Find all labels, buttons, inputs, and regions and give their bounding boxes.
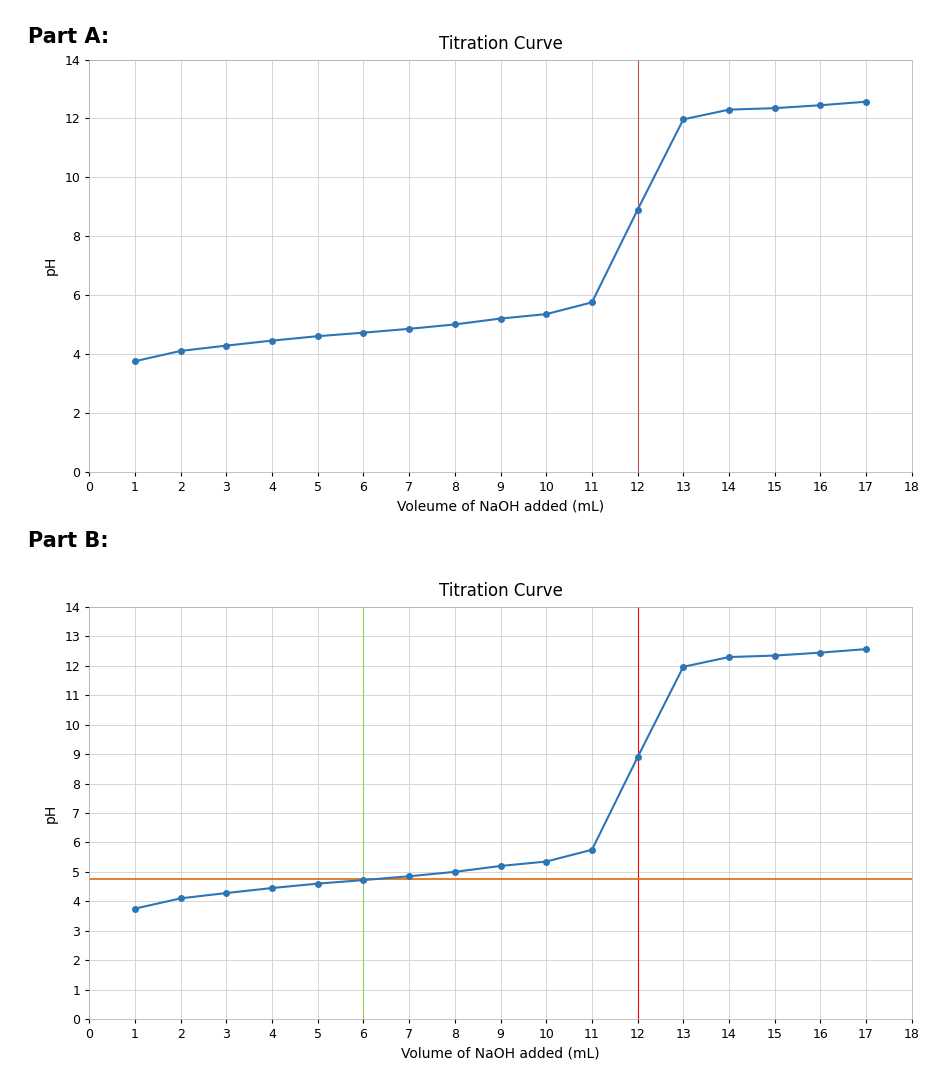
X-axis label: Voleume of NaOH added (mL): Voleume of NaOH added (mL)	[397, 499, 604, 513]
Title: Titration Curve: Titration Curve	[439, 35, 562, 52]
Text: Part A:: Part A:	[28, 27, 109, 47]
Text: Part B:: Part B:	[28, 531, 109, 551]
X-axis label: Volume of NaOH added (mL): Volume of NaOH added (mL)	[401, 1046, 600, 1060]
Y-axis label: pH: pH	[43, 256, 57, 275]
Y-axis label: pH: pH	[43, 803, 57, 823]
Title: Titration Curve: Titration Curve	[439, 582, 562, 599]
